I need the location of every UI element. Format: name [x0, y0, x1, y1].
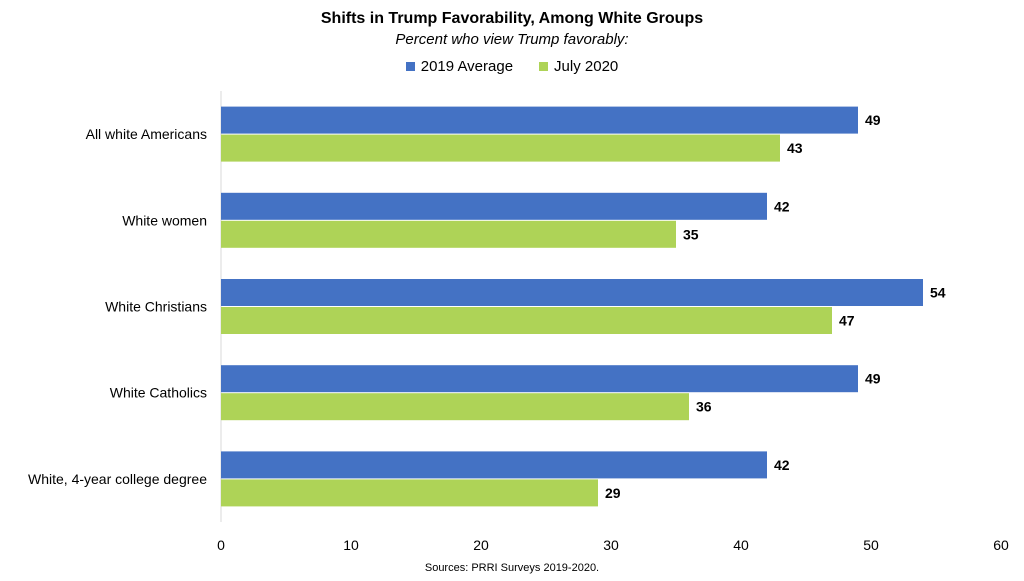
value-label-0-4: 42 — [774, 457, 790, 473]
bar-0-1 — [221, 192, 767, 220]
chart-subtitle: Percent who view Trump favorably: — [395, 31, 629, 48]
category-label-2: White Christians — [105, 299, 207, 315]
x-tick-label-3: 30 — [603, 537, 619, 553]
bar-0-0 — [221, 106, 858, 134]
value-label-0-2: 54 — [930, 285, 946, 301]
value-label-1-1: 35 — [683, 226, 699, 242]
bar-1-2 — [221, 307, 832, 334]
bar-1-0 — [221, 134, 780, 162]
bar-1-1 — [221, 220, 676, 248]
legend: 2019 Average July 2020 — [0, 58, 1024, 75]
legend-item-2020: July 2020 — [539, 58, 618, 75]
legend-label-2019: 2019 Average — [420, 58, 514, 75]
value-label-1-2: 47 — [839, 313, 855, 329]
legend-swatch-2020 — [539, 62, 549, 71]
value-label-0-0: 49 — [865, 112, 881, 128]
x-tick-label-4: 40 — [733, 537, 749, 553]
bar-1-4 — [221, 479, 598, 507]
value-label-1-4: 29 — [605, 485, 621, 501]
x-tick-label-6: 60 — [993, 537, 1009, 553]
bar-0-4 — [221, 451, 767, 479]
bar-0-3 — [221, 365, 858, 393]
legend-item-2019: 2019 Average — [405, 58, 514, 75]
source-note: Sources: PRRI Surveys 2019-2020. — [424, 562, 600, 574]
category-label-4: White, 4-year college degree — [28, 471, 207, 487]
value-label-1-3: 36 — [696, 399, 712, 415]
category-label-0: All white Americans — [86, 126, 207, 142]
value-label-0-3: 49 — [865, 371, 881, 387]
x-tick-label-1: 10 — [343, 537, 359, 553]
bar-1-3 — [221, 393, 689, 421]
category-label-3: White Catholics — [110, 385, 207, 401]
bar-0-2 — [221, 279, 923, 306]
category-label-1: White women — [122, 212, 207, 228]
x-tick-label-5: 50 — [863, 537, 879, 553]
value-label-1-0: 43 — [787, 140, 803, 156]
legend-label-2020: July 2020 — [554, 58, 619, 75]
chart-title: Shifts in Trump Favorability, Among Whit… — [320, 10, 704, 27]
x-tick-label-0: 0 — [217, 537, 225, 553]
x-tick-label-2: 20 — [473, 537, 489, 553]
value-label-0-1: 42 — [774, 198, 790, 214]
legend-swatch-2019 — [405, 62, 415, 71]
